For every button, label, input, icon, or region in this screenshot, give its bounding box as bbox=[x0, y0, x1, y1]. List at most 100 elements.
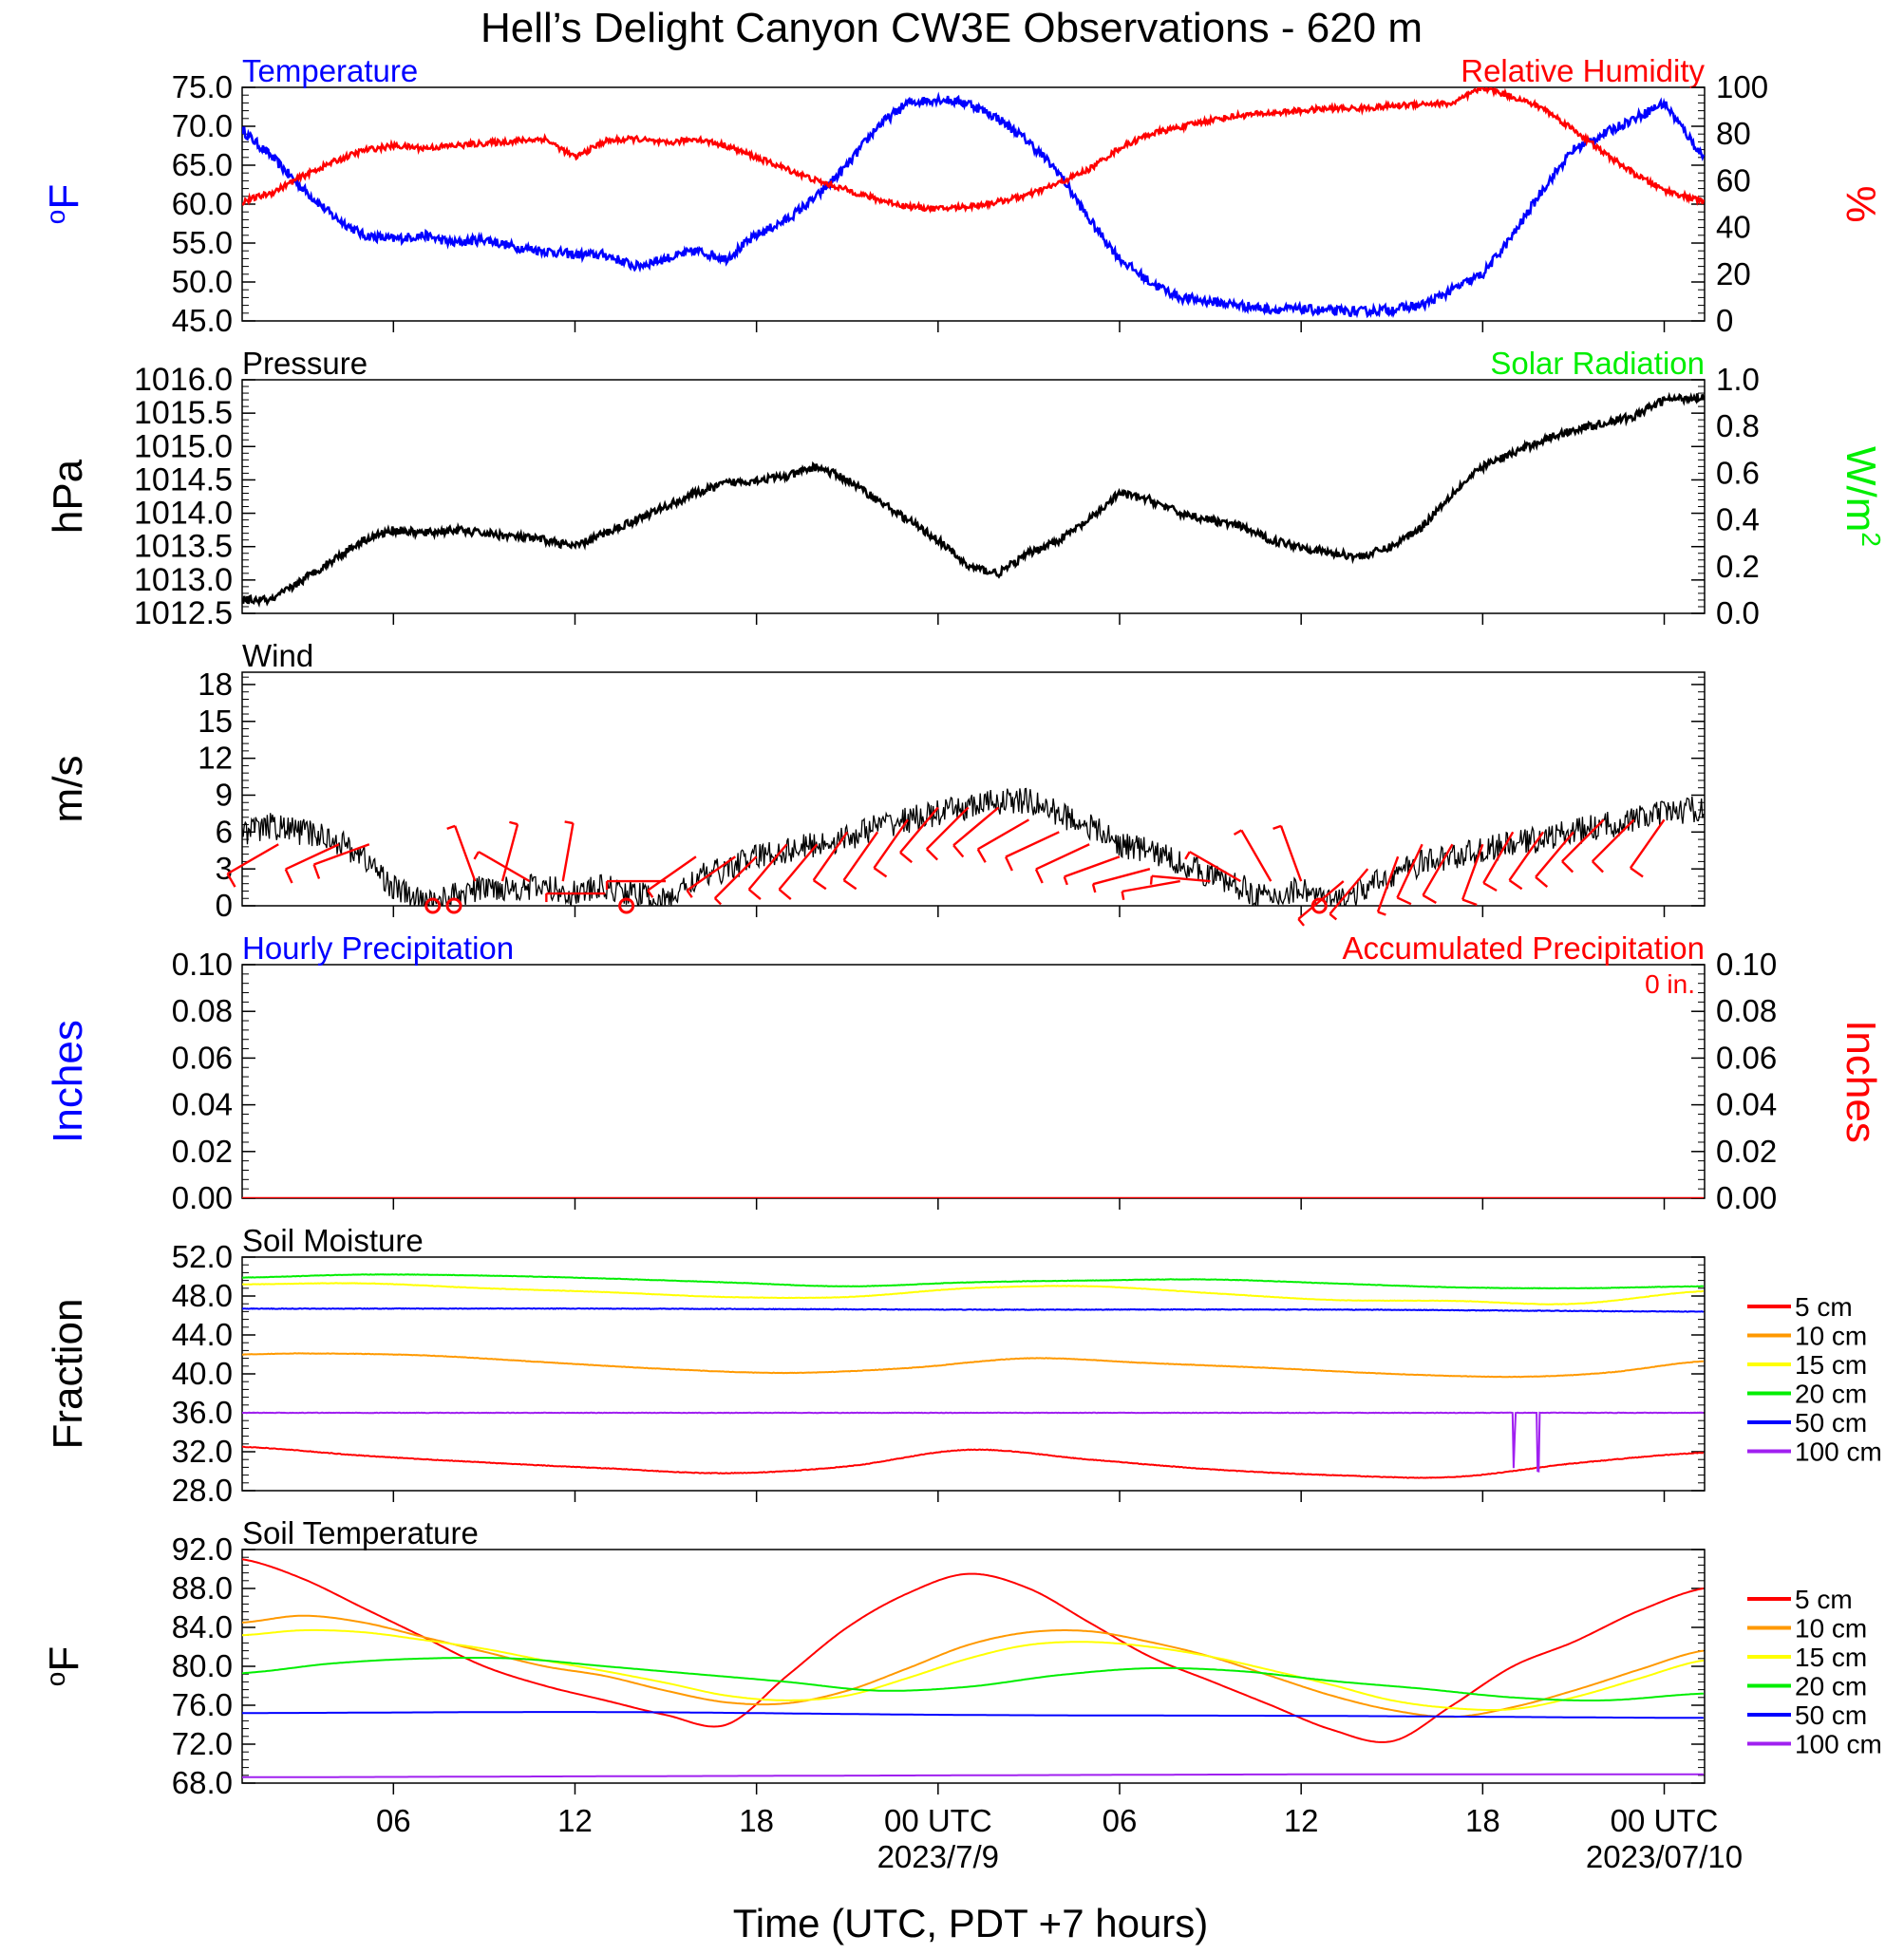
wind-barb bbox=[713, 855, 758, 899]
series-line-10-cm bbox=[242, 1352, 1705, 1379]
y2-tick-label: 100 bbox=[1716, 69, 1768, 104]
panel-frame bbox=[241, 671, 1706, 907]
y-tick-label: 72.0 bbox=[172, 1726, 233, 1761]
wind-barb-flag bbox=[1233, 829, 1242, 836]
wind-barb-flag bbox=[1561, 860, 1574, 874]
y-tick-label: 1015.5 bbox=[134, 395, 233, 431]
wind-barb-flag bbox=[473, 851, 481, 860]
y-tick-label: 60.0 bbox=[172, 186, 233, 221]
y-tick-label: 70.0 bbox=[172, 108, 233, 143]
wind-barb bbox=[812, 831, 849, 881]
y-tick-label: 40.0 bbox=[172, 1356, 233, 1391]
wind-barb-flag bbox=[1377, 911, 1386, 916]
figure-title: Hell’s Delight Canyon CW3E Observations … bbox=[481, 5, 1423, 51]
wind-barb-flag bbox=[1422, 893, 1437, 904]
wind-barb-flag bbox=[1034, 868, 1044, 884]
panel-title-left: Soil Temperature bbox=[242, 1515, 479, 1550]
x-tick-label: 06 bbox=[376, 1803, 411, 1838]
wind-barb bbox=[1422, 843, 1454, 896]
wind-barb-flag bbox=[899, 851, 914, 864]
x-tick-label: 00 UTC bbox=[1611, 1803, 1719, 1838]
y-tick-label: 0 bbox=[216, 888, 233, 923]
legend-label: 50 cm bbox=[1795, 1700, 1867, 1730]
y-tick-label: 18 bbox=[198, 667, 233, 702]
series-line-15-cm bbox=[242, 1628, 1705, 1711]
series-line-pressure bbox=[242, 391, 1705, 609]
series-line-20-cm bbox=[242, 1657, 1704, 1701]
wind-barb-flag bbox=[1063, 876, 1068, 886]
y2-tick-label: 40 bbox=[1716, 210, 1751, 245]
wind-barb-flag bbox=[976, 848, 987, 863]
panel-temp-rh: Temperature Relative Humidity 45.0 50.0 55.0… bbox=[41, 53, 1884, 338]
panels: Temperature Relative Humidity 45.0 50.0 55.0… bbox=[41, 53, 1886, 1800]
wind-barb bbox=[1122, 879, 1180, 893]
wind-barb bbox=[1064, 855, 1121, 878]
y-tick-label: 1013.5 bbox=[134, 529, 233, 565]
legend-label: 100 cm bbox=[1795, 1437, 1882, 1467]
wind-barb-flag bbox=[1630, 867, 1644, 878]
y-axis-label: hPa bbox=[45, 459, 91, 534]
y-tick-label: 0.10 bbox=[172, 947, 233, 982]
y2-tick-label: 0.04 bbox=[1716, 1087, 1777, 1122]
legend-label: 15 cm bbox=[1795, 1350, 1867, 1380]
y2-tick-label: 60 bbox=[1716, 162, 1751, 197]
panel-title-left: Temperature bbox=[242, 53, 418, 88]
wind-barb bbox=[873, 818, 909, 869]
wind-barb-flag bbox=[713, 897, 723, 906]
calm-circle bbox=[618, 897, 635, 914]
wind-barb-flag bbox=[1482, 881, 1498, 892]
series-line-10-cm bbox=[242, 1614, 1705, 1719]
series-line-50-cm bbox=[242, 1306, 1704, 1313]
y-axis-label: oF bbox=[41, 184, 87, 224]
y-tick-label: 1014.5 bbox=[134, 461, 233, 498]
wind-barb bbox=[1151, 874, 1211, 883]
y-tick-label: 0.02 bbox=[172, 1134, 233, 1169]
wind-barb-flag bbox=[446, 824, 456, 831]
y2-tick-label: 0.2 bbox=[1716, 549, 1760, 584]
wind-barb bbox=[285, 843, 340, 871]
panel-title-left: Wind bbox=[242, 638, 313, 673]
series-line-50-cm bbox=[242, 1711, 1704, 1719]
panel-title-right: Accumulated Precipitation bbox=[1342, 930, 1705, 966]
y-tick-label: 1014.0 bbox=[134, 496, 233, 532]
wind-barb-flag bbox=[1297, 918, 1305, 927]
wind-barb bbox=[778, 843, 819, 891]
y-tick-label: 65.0 bbox=[172, 147, 233, 182]
wind-barb bbox=[686, 855, 737, 892]
wind-barb bbox=[1461, 843, 1484, 900]
y2-axis-label: Inches bbox=[1838, 1020, 1884, 1143]
wind-barb-flag bbox=[564, 820, 574, 825]
y2-tick-label: 0.08 bbox=[1716, 993, 1777, 1028]
panel-title-right: Relative Humidity bbox=[1461, 53, 1705, 88]
panel-frame bbox=[241, 964, 1706, 1199]
panel-title-left: Pressure bbox=[242, 346, 368, 381]
y-axis-label: m/s bbox=[45, 756, 91, 823]
legend-label: 100 cm bbox=[1795, 1730, 1882, 1759]
wind-barb bbox=[1508, 831, 1545, 881]
y-tick-label: 12 bbox=[198, 741, 233, 776]
wind-barb bbox=[1092, 867, 1151, 886]
series-line-15-cm bbox=[242, 1282, 1704, 1306]
series-line-temperature bbox=[242, 91, 1705, 319]
wind-barb bbox=[454, 825, 477, 882]
wind-barb-flag bbox=[1121, 891, 1125, 900]
x-axis-label: Time (UTC, PDT +7 hours) bbox=[733, 1901, 1209, 1945]
y-tick-label: 32.0 bbox=[172, 1434, 233, 1469]
legend-label: 20 cm bbox=[1795, 1380, 1867, 1409]
wind-barb-flag bbox=[1004, 856, 1013, 872]
y2-tick-label: 0.6 bbox=[1716, 455, 1760, 490]
wind-barb-flag bbox=[747, 888, 762, 900]
panel-frame bbox=[241, 379, 1706, 614]
wind-barb bbox=[1376, 855, 1400, 912]
wind-barb bbox=[747, 843, 788, 891]
wind-barb-flag bbox=[284, 868, 293, 884]
x-tick-label: 12 bbox=[1284, 1803, 1319, 1838]
x-tick-label: 18 bbox=[1465, 1803, 1500, 1838]
wind-barb bbox=[1396, 843, 1423, 898]
y-tick-label: 50.0 bbox=[172, 264, 233, 299]
wind-barb-flag bbox=[312, 864, 321, 879]
y-tick-label: 36.0 bbox=[172, 1395, 233, 1430]
wind-barb bbox=[1561, 818, 1605, 863]
